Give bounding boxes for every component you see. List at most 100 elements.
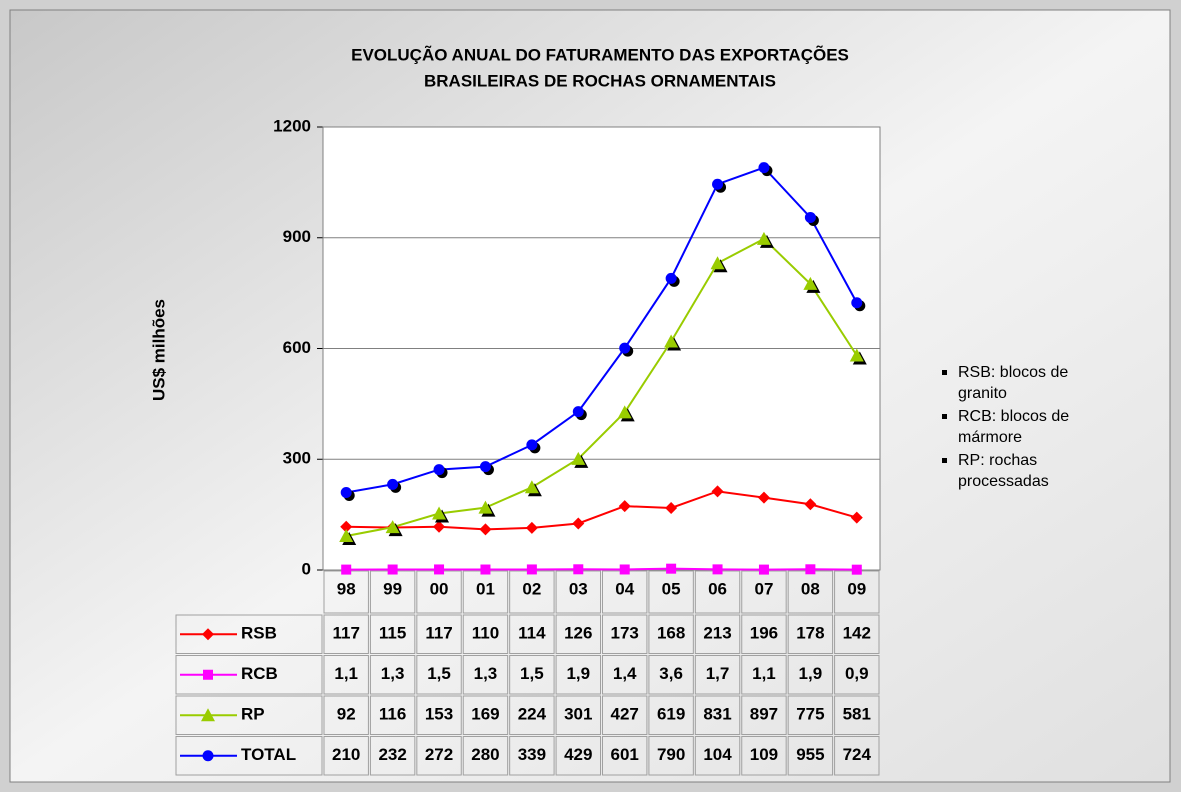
- data-table-value: 1,9: [566, 664, 590, 683]
- data-table-value: 831: [703, 705, 731, 724]
- data-table-value: 168: [657, 624, 685, 643]
- legend-label: RCB: [241, 664, 278, 683]
- data-table-value: 110: [472, 624, 499, 643]
- table-cell: [416, 736, 462, 776]
- data-table-value: 1,5: [427, 664, 451, 683]
- y-tick-label: 300: [283, 449, 311, 468]
- table-cell: [369, 614, 416, 654]
- table-cell: [787, 655, 834, 695]
- marker: [666, 563, 677, 574]
- x-tick-label: 05: [662, 579, 681, 598]
- x-tick-label: 02: [522, 579, 541, 598]
- x-tick-label: 98: [337, 579, 356, 598]
- table-cell: [175, 655, 323, 695]
- table-cell: [694, 614, 741, 654]
- x-tick-label: 01: [476, 579, 495, 598]
- table-cell: [323, 695, 369, 735]
- data-table-value: 1,9: [799, 664, 823, 683]
- marker: [433, 520, 446, 533]
- data-table-value: 117: [332, 624, 359, 643]
- y-axis-label: US$ milhões: [149, 299, 168, 401]
- data-table-value: 775: [796, 705, 824, 724]
- marker: [757, 491, 770, 504]
- table-cell: [648, 736, 694, 776]
- x-tick-label: 04: [615, 579, 634, 598]
- data-table-value: 724: [843, 745, 872, 764]
- marker: [758, 162, 770, 174]
- marker: [387, 564, 398, 575]
- data-table-value: 1,3: [474, 664, 498, 683]
- data-table-value: 92: [337, 705, 356, 724]
- x-tick-label: 06: [708, 579, 727, 598]
- data-table-value: 196: [750, 624, 778, 643]
- table-cell: [416, 695, 462, 735]
- table-cell: [741, 655, 787, 695]
- chart-title: BRASILEIRAS DE ROCHAS ORNAMENTAIS: [424, 71, 776, 90]
- x-tick-label: 00: [430, 579, 449, 598]
- marker: [341, 564, 352, 575]
- marker: [664, 334, 679, 348]
- table-cell: [323, 614, 369, 654]
- data-table-value: 117: [425, 624, 452, 643]
- y-tick-label: 1200: [273, 116, 311, 135]
- marker: [573, 564, 584, 575]
- table-cell: [509, 655, 555, 695]
- note: RP: rochas processadas: [942, 450, 1093, 492]
- marker: [712, 178, 724, 190]
- data-table-value: 301: [564, 705, 592, 724]
- legend-label: RSB: [241, 624, 277, 643]
- data-table-value: 0,9: [845, 664, 869, 683]
- table-cell: [602, 655, 648, 695]
- table-cell: [834, 695, 880, 735]
- marker: [478, 500, 493, 514]
- marker: [571, 451, 586, 465]
- data-table-value: 955: [796, 745, 824, 764]
- data-table-value: 153: [425, 705, 453, 724]
- data-table-value: 116: [379, 705, 406, 724]
- data-table-value: 178: [796, 624, 824, 643]
- table-cell: [175, 736, 323, 776]
- table-cell: [509, 736, 555, 776]
- table-cell: [834, 655, 880, 695]
- data-table-value: 427: [611, 705, 639, 724]
- y-tick-label: 600: [283, 338, 311, 357]
- x-tick-label: 07: [754, 579, 773, 598]
- table-cell: [741, 736, 787, 776]
- marker: [619, 342, 631, 354]
- marker: [619, 564, 630, 575]
- marker: [850, 511, 863, 524]
- data-table-value: 272: [425, 745, 453, 764]
- marker: [756, 231, 771, 245]
- data-table-value: 142: [843, 624, 871, 643]
- data-table-value: 897: [750, 705, 778, 724]
- data-table-value: 619: [657, 705, 685, 724]
- table-cell: [555, 614, 601, 654]
- table-cell: [555, 655, 601, 695]
- marker: [665, 272, 677, 284]
- table-cell: [741, 614, 787, 654]
- table-cell: [175, 695, 323, 735]
- legend-key-marker: [201, 708, 215, 722]
- data-table-value: 339: [518, 745, 546, 764]
- data-table-value: 1,7: [706, 664, 730, 683]
- table-cell: [369, 655, 416, 695]
- marker: [572, 517, 585, 530]
- marker: [572, 406, 584, 418]
- y-tick-label: 900: [283, 227, 311, 246]
- data-table-value: 114: [518, 624, 546, 643]
- table-cell: [787, 614, 834, 654]
- data-table-value: 126: [564, 624, 592, 643]
- table-cell: [416, 614, 462, 654]
- note: RSB: blocos de granito: [942, 362, 1093, 404]
- table-cell: [694, 736, 741, 776]
- table-cell: [834, 736, 880, 776]
- marker: [385, 520, 400, 534]
- data-table-value: 213: [703, 624, 731, 643]
- table-cell: [834, 614, 880, 654]
- table-cell: [509, 614, 555, 654]
- table-cell: [694, 695, 741, 735]
- marker: [433, 464, 445, 476]
- x-tick-label: 99: [383, 579, 402, 598]
- marker: [758, 564, 769, 575]
